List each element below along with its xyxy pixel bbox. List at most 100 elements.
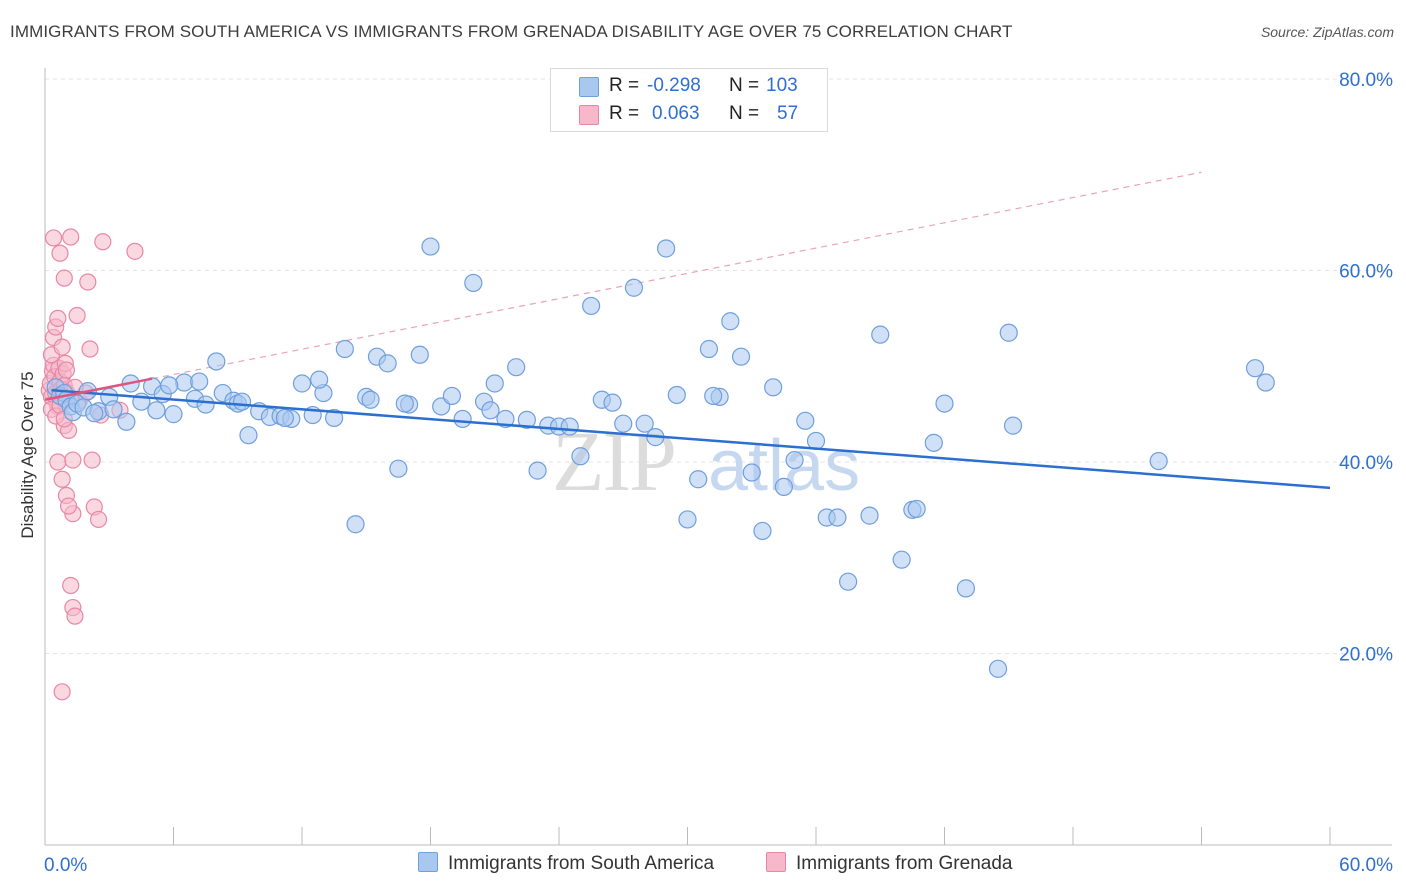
data-point-south-america: [325, 408, 344, 428]
data-point-grenada: [126, 242, 144, 260]
data-point-south-america: [828, 508, 847, 527]
series-grenada-points: [40, 228, 144, 701]
data-point-south-america: [104, 400, 123, 419]
data-point-grenada: [83, 451, 101, 469]
data-point-south-america: [924, 433, 943, 452]
data-point-grenada: [55, 269, 73, 287]
y-tick-label: 40.0%: [1339, 453, 1393, 474]
data-point-grenada: [66, 607, 84, 625]
data-point-south-america: [275, 408, 294, 428]
data-point-south-america: [528, 461, 547, 480]
legend-n-label: N =: [729, 75, 760, 96]
legend-n-value: 103: [766, 75, 798, 96]
data-point-south-america: [785, 450, 804, 470]
data-point-grenada: [49, 453, 67, 471]
data-point-south-america: [656, 239, 676, 258]
data-point-south-america: [196, 395, 215, 414]
legend-n-label: N =: [729, 103, 760, 124]
grid-lines: [45, 78, 1392, 654]
data-point-south-america: [292, 374, 312, 393]
data-point-grenada: [51, 244, 69, 262]
data-point-south-america: [689, 470, 708, 489]
legend-swatch-pink: [579, 105, 599, 125]
data-point-south-america: [560, 417, 579, 436]
data-point-south-america: [892, 550, 911, 569]
data-point-south-america: [582, 296, 601, 316]
data-point-south-america: [935, 394, 954, 413]
data-point-south-america: [1245, 359, 1265, 378]
trend-extension: [151, 171, 1202, 380]
data-point-south-america: [190, 372, 209, 391]
y-tick-labels: 20.0% 40.0% 60.0% 80.0%: [1339, 70, 1393, 666]
data-point-south-america: [774, 477, 793, 496]
data-point-grenada: [49, 309, 67, 327]
data-point-south-america: [464, 273, 483, 293]
data-point-south-america: [485, 374, 504, 393]
legend-r-label: R =: [609, 75, 640, 96]
data-point-south-america: [310, 370, 329, 389]
data-point-south-america: [704, 386, 723, 406]
data-point-south-america: [361, 390, 380, 409]
data-point-south-america: [496, 409, 515, 429]
data-point-south-america: [635, 414, 654, 433]
data-point-grenada: [89, 510, 108, 529]
data-point-south-america: [335, 339, 354, 359]
data-point-grenada: [57, 361, 76, 379]
data-point-south-america: [956, 579, 976, 598]
y-tick-label: 60.0%: [1339, 262, 1393, 283]
legend-r-value: 0.063: [652, 103, 700, 124]
trend-line-south-america: [51, 388, 1331, 490]
y-tick-label: 80.0%: [1339, 70, 1393, 91]
data-point-south-america: [753, 521, 772, 541]
data-point-south-america: [395, 394, 414, 413]
data-point-south-america: [839, 572, 858, 591]
trend-extension-line: [151, 171, 1202, 380]
bottom-legend-grenada: Immigrants from Grenada: [766, 852, 1012, 875]
data-point-south-america: [999, 323, 1018, 342]
chart-title: IMMIGRANTS FROM SOUTH AMERICA VS IMMIGRA…: [10, 22, 1013, 41]
data-point-south-america: [85, 404, 104, 423]
data-point-south-america: [742, 463, 761, 482]
data-point-south-america: [160, 376, 179, 395]
y-tick-label: 20.0%: [1339, 645, 1393, 666]
data-point-south-america: [389, 459, 408, 478]
data-point-grenada: [94, 233, 112, 251]
data-point-south-america: [764, 378, 783, 397]
data-point-grenada: [53, 338, 71, 356]
data-point-south-america: [232, 392, 252, 411]
data-point-south-america: [571, 447, 590, 466]
data-point-south-america: [721, 312, 740, 331]
data-point-south-america: [667, 385, 686, 405]
data-point-south-america: [796, 411, 815, 430]
data-point-south-america: [481, 401, 500, 420]
legend-r-label: R =: [609, 103, 640, 124]
data-point-south-america: [678, 510, 697, 529]
x-tick-labels: 0.0% 60.0%: [44, 855, 1393, 876]
data-point-south-america: [624, 278, 644, 297]
legend-swatch-pink: [766, 852, 786, 872]
legend-series-name: Immigrants from Grenada: [796, 853, 1013, 874]
data-point-grenada: [62, 228, 80, 246]
x-tick-label: 0.0%: [44, 855, 87, 876]
data-point-south-america: [239, 426, 258, 445]
legend-n-value: 57: [777, 103, 799, 124]
legend-row-south-america: R = -0.298 N = 103: [551, 73, 827, 101]
data-point-south-america: [421, 237, 440, 256]
data-point-south-america: [988, 659, 1008, 678]
correlation-legend: R = -0.298 N = 103 R = 0.063 N = 57: [550, 68, 828, 132]
data-point-south-america: [907, 499, 926, 519]
source-credit: Source: ZipAtlas.com: [1260, 24, 1394, 40]
data-point-south-america: [164, 405, 183, 424]
data-point-south-america: [1256, 373, 1275, 392]
legend-row-grenada: R = 0.063 N = 57: [551, 101, 827, 129]
data-point-south-america: [1149, 451, 1168, 471]
legend-swatch-blue: [418, 852, 438, 872]
data-point-south-america: [442, 386, 462, 406]
data-point-south-america: [117, 412, 136, 431]
x-tick-label: 60.0%: [1339, 855, 1393, 876]
data-point-south-america: [410, 345, 429, 364]
legend-series-name: Immigrants from South America: [448, 853, 715, 874]
bottom-legend-south-america: Immigrants from South America: [418, 852, 714, 875]
data-point-grenada: [53, 683, 71, 701]
